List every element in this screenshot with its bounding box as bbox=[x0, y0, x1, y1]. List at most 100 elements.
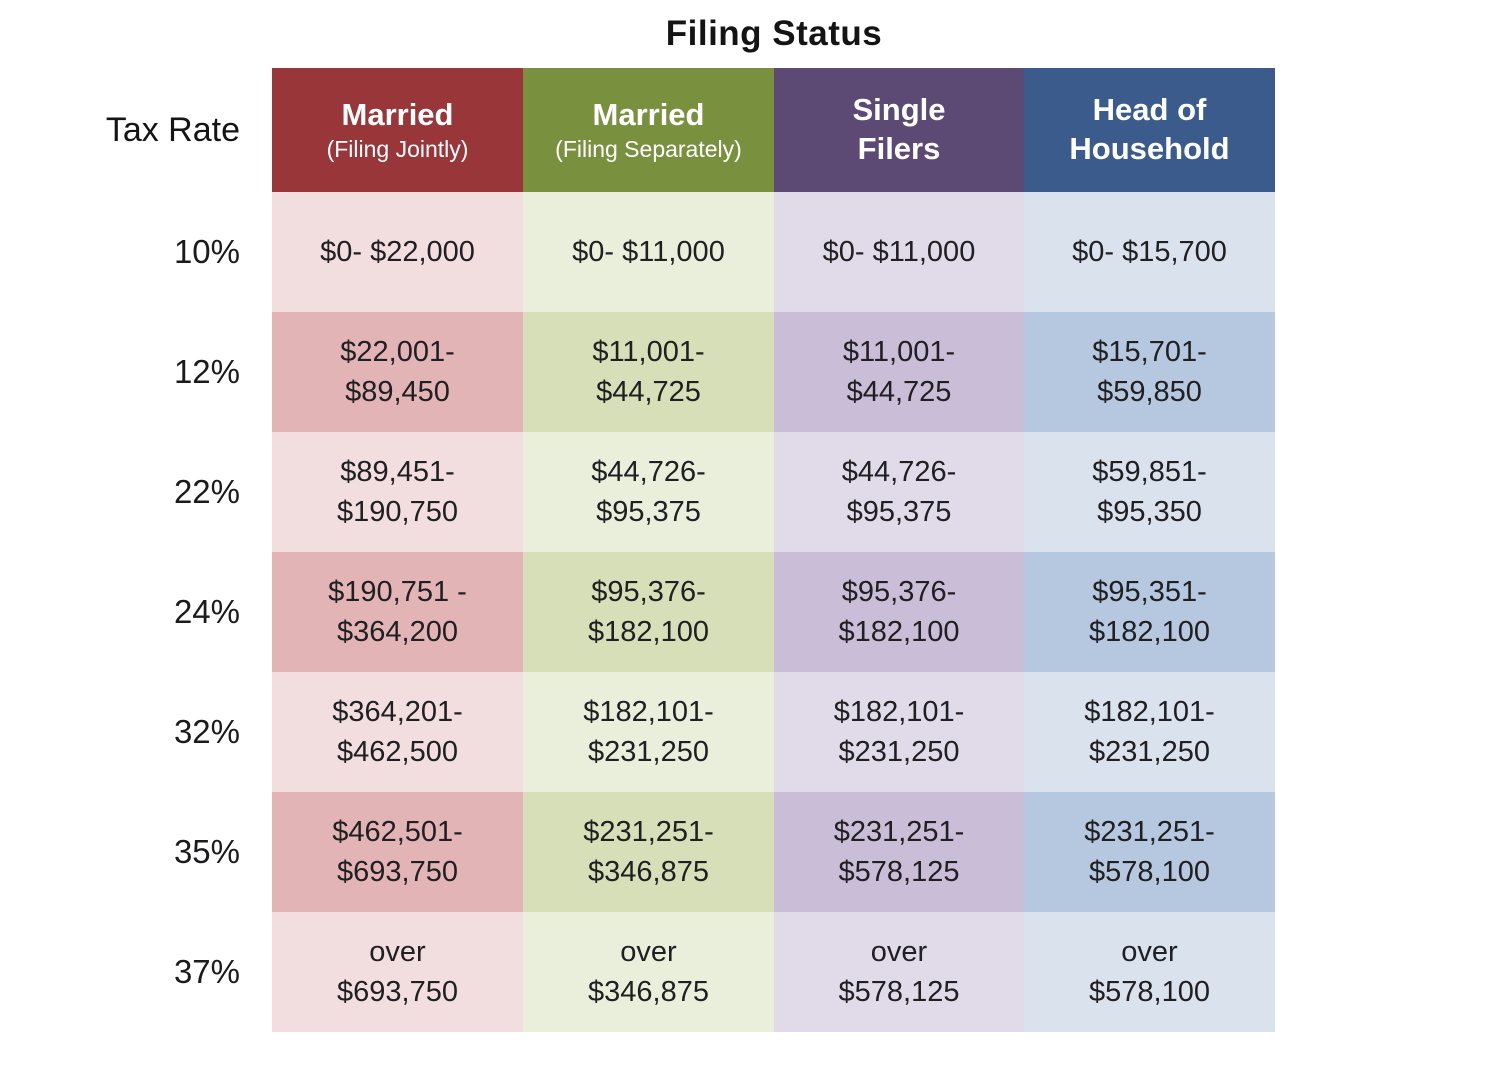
table-cell: $89,451- $190,750 bbox=[272, 432, 523, 552]
cell-value: over bbox=[620, 935, 677, 968]
cell-value: $44,726- bbox=[841, 455, 957, 488]
cell-value: $22,001- bbox=[340, 335, 455, 368]
table-cell: $0- $11,000 bbox=[774, 192, 1024, 312]
cell-value: $95,376- bbox=[841, 575, 957, 608]
column-subtitle: (Filing Jointly) bbox=[326, 136, 469, 162]
cell-value: $44,726- bbox=[591, 455, 706, 488]
cell-value: $231,250 bbox=[1089, 736, 1210, 768]
table-cell: $182,101- $231,250 bbox=[774, 672, 1024, 792]
table-cell: $231,251- $346,875 bbox=[523, 792, 774, 912]
table-cell: $231,251- $578,125 bbox=[774, 792, 1024, 912]
table-cell: $95,376- $182,100 bbox=[774, 552, 1024, 672]
table-cell: $364,201- $462,500 bbox=[272, 672, 523, 792]
cell-value: $346,875 bbox=[588, 856, 709, 888]
tax-bracket-table: Tax Rate Married (Filing Jointly) Marrie… bbox=[60, 68, 1275, 1032]
cell-value: $89,451- bbox=[340, 455, 455, 488]
cell-value: $693,750 bbox=[337, 856, 458, 888]
cell-value: $95,375 bbox=[846, 496, 952, 528]
table-cell: $59,851- $95,350 bbox=[1024, 432, 1275, 552]
table-cell: $0- $22,000 bbox=[272, 192, 523, 312]
table-cell: $44,726- $95,375 bbox=[523, 432, 774, 552]
cell-value: $89,450 bbox=[345, 376, 450, 408]
table-cell: over $578,100 bbox=[1024, 912, 1275, 1032]
column-title: Married bbox=[592, 97, 705, 133]
row-label-24-percent: 24% bbox=[173, 593, 240, 630]
cell-value: $59,850 bbox=[1097, 376, 1202, 408]
cell-value: $182,101- bbox=[1084, 695, 1215, 728]
cell-value: $95,375 bbox=[596, 496, 701, 528]
table-cell: $44,726- $95,375 bbox=[774, 432, 1024, 552]
cell-value: $364,200 bbox=[337, 616, 458, 648]
cell-value: $578,100 bbox=[1089, 856, 1210, 888]
cell-value: $693,750 bbox=[337, 976, 458, 1008]
column-title: Married bbox=[341, 97, 454, 133]
cell-value: $462,501- bbox=[332, 815, 463, 848]
column-header-married-separately: Married (Filing Separately) bbox=[523, 68, 774, 192]
table-cell: $190,751 - $364,200 bbox=[272, 552, 523, 672]
table-cell: $15,701- $59,850 bbox=[1024, 312, 1275, 432]
table-cell: over $693,750 bbox=[272, 912, 523, 1032]
column-subtitle: (Filing Separately) bbox=[555, 136, 742, 162]
table-cell: $95,351- $182,100 bbox=[1024, 552, 1275, 672]
cell-value: $182,100 bbox=[838, 616, 960, 648]
table-cell: $95,376- $182,100 bbox=[523, 552, 774, 672]
cell-value: $578,125 bbox=[838, 856, 960, 888]
column-subtitle: Filers bbox=[857, 131, 941, 166]
column-subtitle: Household bbox=[1069, 131, 1230, 166]
row-label-12-percent: 12% bbox=[173, 353, 240, 390]
cell-value: $11,001- bbox=[842, 335, 956, 368]
cell-value: $190,751 - bbox=[328, 575, 467, 608]
cell-value: over bbox=[1121, 935, 1178, 968]
cell-value: $578,125 bbox=[838, 976, 960, 1008]
row-label-22-percent: 22% bbox=[173, 473, 240, 510]
table-cell: $182,101- $231,250 bbox=[1024, 672, 1275, 792]
cell-value: $578,100 bbox=[1089, 976, 1210, 1008]
row-label-32-percent: 32% bbox=[173, 713, 240, 750]
column-title: Single bbox=[852, 92, 946, 128]
cell-value: over bbox=[870, 935, 928, 968]
table-cell: over $578,125 bbox=[774, 912, 1024, 1032]
table-cell: $0- $11,000 bbox=[523, 192, 774, 312]
cell-value: $231,251- bbox=[583, 815, 714, 848]
cell-value: $182,100 bbox=[1089, 616, 1210, 648]
table-cell: $22,001- $89,450 bbox=[272, 312, 523, 432]
row-label-37-percent: 37% bbox=[173, 953, 240, 990]
cell-value: $0- $22,000 bbox=[320, 235, 475, 268]
cell-value: $0- $15,700 bbox=[1072, 235, 1227, 268]
page-title: Filing Status bbox=[665, 14, 883, 53]
cell-value: $231,251- bbox=[1084, 815, 1215, 848]
cell-value: $182,101- bbox=[583, 695, 714, 728]
cell-value: $11,001- bbox=[592, 335, 705, 368]
row-label-10-percent: 10% bbox=[173, 233, 240, 270]
cell-value: $231,250 bbox=[838, 736, 960, 768]
column-header-head-of-household: Head of Household bbox=[1024, 68, 1275, 192]
table-cell: $182,101- $231,250 bbox=[523, 672, 774, 792]
cell-value: $95,351- bbox=[1092, 575, 1207, 608]
cell-value: $462,500 bbox=[337, 736, 458, 768]
table-cell: $0- $15,700 bbox=[1024, 192, 1275, 312]
cell-value: $182,101- bbox=[833, 695, 965, 728]
table-cell: $231,251- $578,100 bbox=[1024, 792, 1275, 912]
cell-value: $95,350 bbox=[1097, 496, 1202, 528]
column-header-married-jointly: Married (Filing Jointly) bbox=[272, 68, 523, 192]
cell-value: $95,376- bbox=[591, 575, 706, 608]
cell-value: $231,251- bbox=[833, 815, 965, 848]
cell-value: $346,875 bbox=[588, 976, 709, 1008]
table-cell: $462,501- $693,750 bbox=[272, 792, 523, 912]
cell-value: $190,750 bbox=[337, 496, 458, 528]
cell-value: $231,250 bbox=[588, 736, 709, 768]
cell-value: $0- $11,000 bbox=[822, 235, 976, 268]
table-cell: $11,001- $44,725 bbox=[774, 312, 1024, 432]
table-cell: over $346,875 bbox=[523, 912, 774, 1032]
cell-value: $44,725 bbox=[596, 376, 701, 408]
row-label-35-percent: 35% bbox=[173, 833, 240, 870]
cell-value: $59,851- bbox=[1092, 455, 1207, 488]
table-cell: $11,001- $44,725 bbox=[523, 312, 774, 432]
cell-value: $364,201- bbox=[332, 695, 463, 728]
cell-value: $44,725 bbox=[846, 376, 952, 408]
cell-value: $0- $11,000 bbox=[572, 235, 725, 268]
column-header-single-filers: Single Filers bbox=[774, 68, 1024, 192]
cell-value: $15,701- bbox=[1092, 335, 1207, 368]
cell-value: $182,100 bbox=[588, 616, 709, 648]
